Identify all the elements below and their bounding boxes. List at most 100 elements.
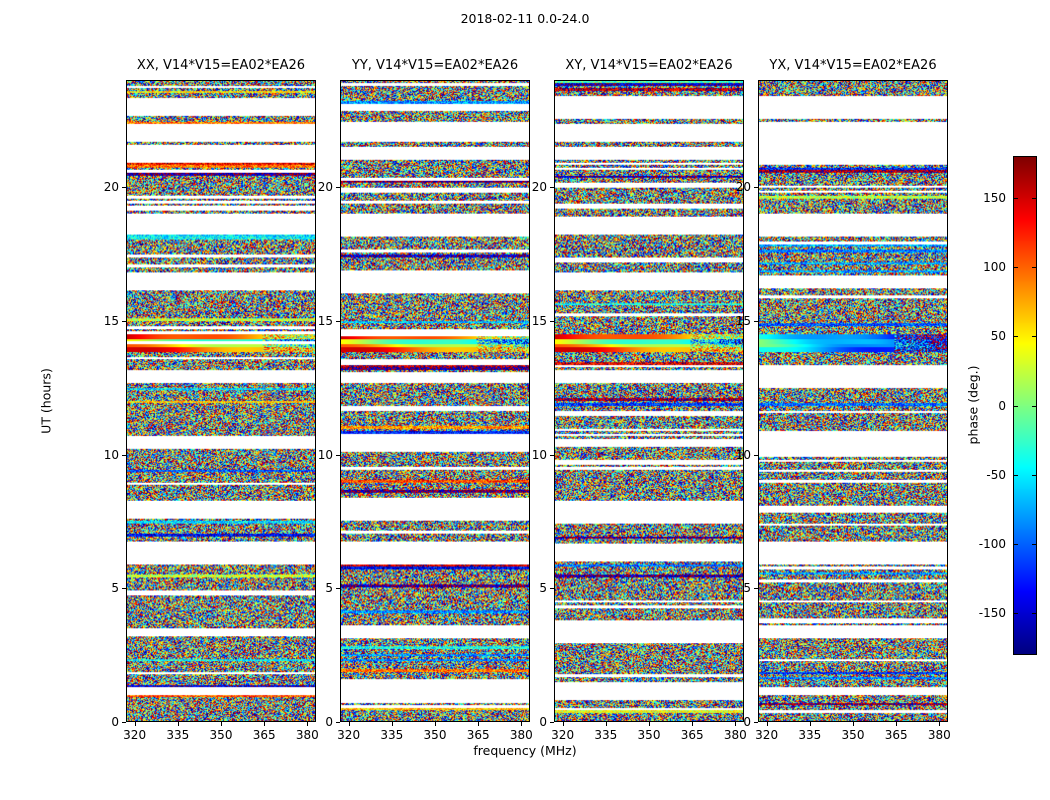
y-tick-mark	[336, 722, 340, 723]
x-tick-mark	[264, 722, 266, 726]
panel-title: YY, V14*V15=EA02*EA26	[351, 58, 519, 73]
y-tick-label: 0	[325, 715, 333, 729]
x-tick-label: 335	[798, 728, 822, 742]
y-tick-label: 5	[111, 581, 119, 596]
x-tick-label: 320	[337, 728, 361, 742]
y-tick-mark	[550, 722, 554, 723]
x-tick-mark	[939, 722, 941, 726]
panel-xx: XX, V14*V15=EA02*EA26 0 5 10 15 20 320 335 350 36…	[104, 58, 319, 742]
plot-area[interactable]	[758, 80, 948, 722]
y-tick-mark	[754, 187, 758, 188]
y-tick-mark	[550, 588, 554, 590]
x-tick-label: 320	[123, 728, 147, 742]
x-tick-mark	[391, 722, 393, 726]
plot-area[interactable]	[126, 80, 316, 722]
heatmap-image	[555, 81, 743, 721]
colorbar-tick-mark	[1032, 405, 1037, 407]
colorbar-tick-mark	[1013, 474, 1018, 476]
colorbar-tick-mark	[1013, 613, 1018, 615]
y-tick-label: 15	[531, 313, 547, 328]
x-tick-label: 335	[594, 728, 618, 742]
x-tick-label: 320	[755, 728, 779, 742]
x-tick-label: 350	[637, 728, 661, 742]
y-tick-mark	[336, 454, 340, 456]
x-tick-label: 350	[423, 728, 447, 742]
colorbar-tick-mark	[1032, 613, 1037, 615]
colorbar-tick-label: -50	[986, 467, 1006, 482]
y-tick-mark	[550, 187, 554, 188]
y-tick-mark	[122, 588, 126, 590]
plot-area[interactable]	[554, 80, 744, 722]
x-tick-label: 335	[166, 728, 190, 742]
y-tick-label: 0	[539, 715, 547, 729]
x-tick-label: 320	[551, 728, 575, 742]
panel-title: XY, V14*V15=EA02*EA26	[565, 58, 733, 73]
x-tick-mark	[435, 722, 436, 726]
x-tick-label: 365	[466, 728, 490, 742]
x-tick-mark	[809, 722, 811, 726]
y-tick-label: 20	[103, 180, 119, 194]
x-tick-label: 350	[209, 728, 233, 742]
x-tick-mark	[649, 722, 650, 726]
y-tick-mark	[336, 320, 340, 322]
x-tick-label: 380	[723, 728, 747, 742]
y-tick-label: 5	[539, 581, 547, 596]
y-tick-mark	[754, 722, 758, 723]
heatmap-image	[127, 81, 315, 721]
x-tick-mark	[605, 722, 607, 726]
x-tick-label: 380	[295, 728, 319, 742]
y-tick-label: 15	[103, 313, 119, 328]
x-tick-mark	[177, 722, 179, 726]
colorbar-tick-label: 100	[983, 259, 1006, 274]
y-tick-label: 10	[317, 447, 333, 462]
y-tick-mark	[754, 454, 758, 456]
colorbar-tick-label: 0	[998, 398, 1006, 413]
y-tick-label: 10	[103, 447, 119, 462]
x-tick-mark	[735, 722, 737, 726]
x-axis-label: frequency (MHz)	[473, 743, 577, 758]
y-tick-label: 20	[735, 180, 751, 194]
x-tick-label: 350	[841, 728, 865, 742]
colorbar-tick-mark	[1032, 266, 1037, 268]
colorbar-tick-label: -100	[978, 537, 1006, 552]
colorbar-tick-mark	[1013, 266, 1018, 268]
x-tick-label: 380	[509, 728, 533, 742]
panel-yx: YX, V14*V15=EA02*EA26 0 5 10 15 20 320 335 350 36…	[736, 58, 951, 742]
y-axis-label: UT (hours)	[38, 368, 54, 434]
x-tick-label: 380	[927, 728, 951, 742]
plot-area[interactable]	[340, 80, 530, 722]
x-tick-mark	[221, 722, 222, 726]
y-tick-label: 5	[325, 581, 333, 596]
colorbar-tick-mark	[1013, 197, 1018, 199]
y-tick-label: 20	[317, 180, 333, 194]
x-tick-mark	[853, 722, 854, 726]
y-tick-mark	[336, 187, 340, 188]
y-tick-label: 5	[743, 581, 751, 596]
colorbar-tick-mark	[1013, 544, 1018, 546]
y-tick-mark	[336, 588, 340, 590]
colorbar-tick-mark	[1032, 544, 1037, 546]
y-tick-mark	[754, 588, 758, 590]
x-tick-label: 365	[884, 728, 908, 742]
x-tick-label: 335	[380, 728, 404, 742]
x-tick-label: 365	[680, 728, 704, 742]
x-tick-mark	[521, 722, 523, 726]
colorbar-label: phase (deg.)	[965, 365, 981, 445]
y-tick-label: 20	[531, 180, 547, 194]
x-tick-mark	[348, 722, 350, 726]
x-tick-mark	[692, 722, 694, 726]
y-tick-label: 10	[531, 447, 547, 462]
x-tick-mark	[896, 722, 898, 726]
colorbar-tick-mark	[1032, 336, 1037, 338]
x-tick-label: 365	[252, 728, 276, 742]
colorbar-tick-mark	[1032, 474, 1037, 476]
figure-title: 2018-02-11 0.0-24.0	[460, 11, 590, 26]
y-tick-mark	[122, 454, 126, 456]
colorbar-tick-label: -150	[978, 606, 1006, 621]
y-tick-mark	[550, 454, 554, 456]
x-tick-mark	[307, 722, 309, 726]
y-tick-label: 0	[111, 715, 119, 729]
heatmap-image	[759, 81, 947, 721]
x-tick-mark	[134, 722, 136, 726]
